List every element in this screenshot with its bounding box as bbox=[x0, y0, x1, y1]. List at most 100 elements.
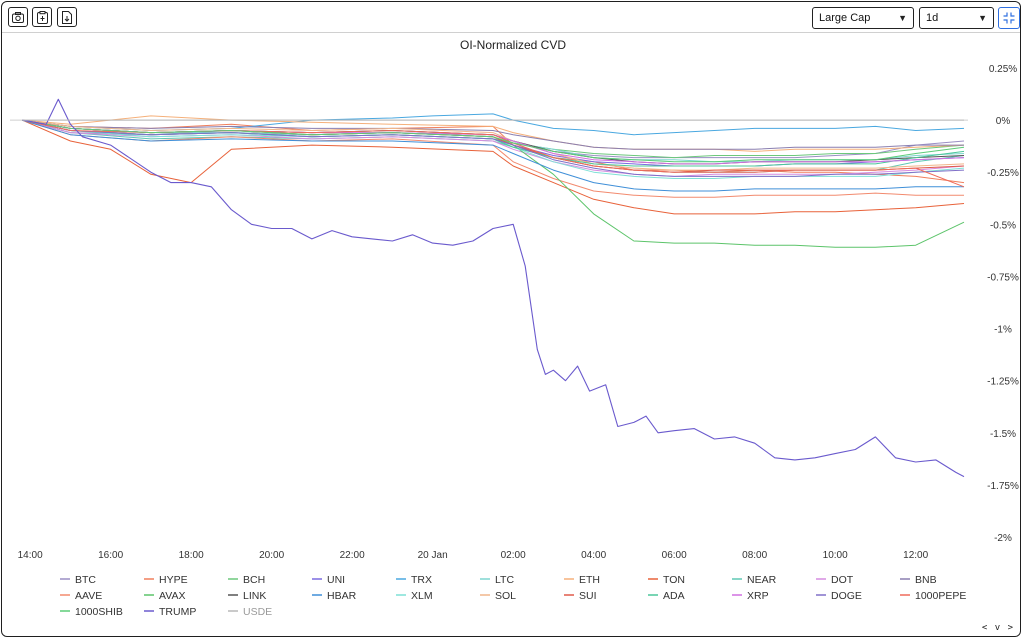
clipboard-icon bbox=[36, 10, 48, 24]
legend-item[interactable]: 1000SHIB bbox=[60, 606, 123, 618]
legend-item[interactable]: TON bbox=[648, 574, 685, 586]
legend-label: TON bbox=[663, 574, 685, 586]
y-tick-label: -0.25% bbox=[987, 168, 1019, 179]
series-line-aave bbox=[21, 119, 964, 198]
screenshot-button[interactable] bbox=[8, 7, 28, 27]
legend-label: SUI bbox=[579, 590, 597, 602]
legend-item[interactable]: LINK bbox=[228, 590, 266, 602]
legend-label: ETH bbox=[579, 574, 600, 586]
series-line-doge bbox=[21, 119, 965, 177]
chevron-down-icon: ▼ bbox=[898, 13, 907, 23]
market-cap-select[interactable]: Large Cap ▼ bbox=[812, 7, 914, 29]
series-line-ton bbox=[21, 119, 965, 215]
x-tick-label: 14:00 bbox=[18, 550, 43, 561]
series-lines bbox=[21, 98, 965, 478]
y-tick-label: -1.75% bbox=[987, 481, 1019, 492]
copy-button[interactable] bbox=[32, 7, 52, 27]
nav-arrows[interactable]: < v > bbox=[981, 623, 1014, 633]
legend-label: HYPE bbox=[159, 574, 188, 586]
y-tick-label: 0.25% bbox=[989, 64, 1017, 75]
file-export-icon bbox=[62, 10, 72, 24]
legend-label: TRUMP bbox=[159, 606, 196, 618]
legend-label: AVAX bbox=[159, 590, 185, 602]
legend-item[interactable]: HYPE bbox=[144, 574, 188, 586]
collapse-button[interactable] bbox=[998, 7, 1020, 29]
legend-item[interactable]: TRUMP bbox=[144, 606, 196, 618]
legend-item[interactable]: 1000PEPE bbox=[900, 590, 966, 602]
legend-item[interactable]: UNI bbox=[312, 574, 345, 586]
series-line-1000shib bbox=[22, 119, 965, 163]
legend-item[interactable]: BCH bbox=[228, 574, 265, 586]
legend-item[interactable]: LTC bbox=[480, 574, 514, 586]
legend: BTC HYPE BCH UNI TRX LTC ETH TON NEAR DOT BNB AAVE A… bbox=[60, 574, 966, 618]
legend-label: SOL bbox=[495, 590, 516, 602]
legend-item[interactable]: XLM bbox=[396, 590, 433, 602]
timeframe-select[interactable]: 1d ▼ bbox=[919, 7, 994, 29]
y-tick-label: -2% bbox=[994, 533, 1012, 544]
legend-item[interactable]: DOT bbox=[816, 574, 854, 586]
legend-item[interactable]: ADA bbox=[648, 590, 685, 602]
legend-label: BTC bbox=[75, 574, 96, 586]
chevron-down-icon: ▼ bbox=[978, 13, 987, 23]
timeframe-select-value: 1d bbox=[926, 12, 939, 24]
legend-label: XRP bbox=[747, 590, 769, 602]
legend-label: LINK bbox=[243, 590, 266, 602]
legend-label: AAVE bbox=[75, 590, 102, 602]
legend-item[interactable]: ETH bbox=[564, 574, 600, 586]
y-tick-label: -0.75% bbox=[987, 272, 1019, 283]
x-tick-label: 20:00 bbox=[259, 550, 284, 561]
legend-label: ADA bbox=[663, 590, 685, 602]
legend-label: UNI bbox=[327, 574, 345, 586]
legend-item[interactable]: AVAX bbox=[144, 590, 185, 602]
series-line-bnb bbox=[22, 119, 964, 150]
y-tick-label: -1.5% bbox=[990, 429, 1016, 440]
y-tick-label: -0.5% bbox=[990, 220, 1016, 231]
legend-label: DOT bbox=[831, 574, 854, 586]
legend-item[interactable]: SOL bbox=[480, 590, 516, 602]
legend-item[interactable]: BNB bbox=[900, 574, 937, 586]
x-tick-label: 12:00 bbox=[903, 550, 928, 561]
x-tick-label: 06:00 bbox=[662, 550, 687, 561]
legend-item[interactable]: BTC bbox=[60, 574, 96, 586]
chart-title: OI-Normalized CVD bbox=[460, 38, 566, 52]
legend-label: HBAR bbox=[327, 590, 357, 602]
x-tick-label: 20 Jan bbox=[418, 550, 448, 561]
legend-item[interactable]: DOGE bbox=[816, 590, 862, 602]
y-tick-label: -1% bbox=[994, 325, 1012, 336]
toolbar: Large Cap ▼ 1d ▼ bbox=[2, 2, 1020, 33]
export-button[interactable] bbox=[57, 7, 77, 27]
x-tick-label: 10:00 bbox=[823, 550, 848, 561]
x-axis: 14:00 16:00 18:00 20:00 22:00 20 Jan 02:00 04:0… bbox=[18, 550, 929, 561]
series-line-xlm bbox=[21, 119, 965, 179]
legend-label: LTC bbox=[495, 574, 514, 586]
legend-item[interactable]: NEAR bbox=[732, 574, 777, 586]
series-line-trump bbox=[22, 98, 965, 478]
legend-label: BCH bbox=[243, 574, 265, 586]
x-tick-label: 02:00 bbox=[501, 550, 526, 561]
legend-item[interactable]: TRX bbox=[396, 574, 432, 586]
legend-label: NEAR bbox=[747, 574, 777, 586]
y-tick-label: 0% bbox=[996, 116, 1011, 127]
legend-label: 1000PEPE bbox=[915, 590, 966, 602]
series-line-hbar bbox=[21, 119, 964, 192]
legend-label: 1000SHIB bbox=[75, 606, 123, 618]
x-tick-label: 22:00 bbox=[340, 550, 365, 561]
camera-icon bbox=[12, 11, 24, 23]
y-axis: 0.25% 0% -0.25% -0.5% -0.75% -1% -1.25% -1.5% -1… bbox=[987, 64, 1019, 544]
legend-label: USDE bbox=[243, 606, 272, 618]
legend-label: DOGE bbox=[831, 590, 862, 602]
collapse-icon bbox=[1003, 12, 1015, 24]
x-tick-label: 16:00 bbox=[98, 550, 123, 561]
x-tick-label: 08:00 bbox=[742, 550, 767, 561]
x-tick-label: 04:00 bbox=[581, 550, 606, 561]
legend-item[interactable]: USDE bbox=[228, 606, 272, 618]
legend-item[interactable]: SUI bbox=[564, 590, 597, 602]
legend-item[interactable]: XRP bbox=[732, 590, 769, 602]
legend-item[interactable]: HBAR bbox=[312, 590, 357, 602]
y-tick-label: -1.25% bbox=[987, 377, 1019, 388]
legend-label: BNB bbox=[915, 574, 937, 586]
legend-label: XLM bbox=[411, 590, 433, 602]
legend-item[interactable]: AAVE bbox=[60, 590, 102, 602]
